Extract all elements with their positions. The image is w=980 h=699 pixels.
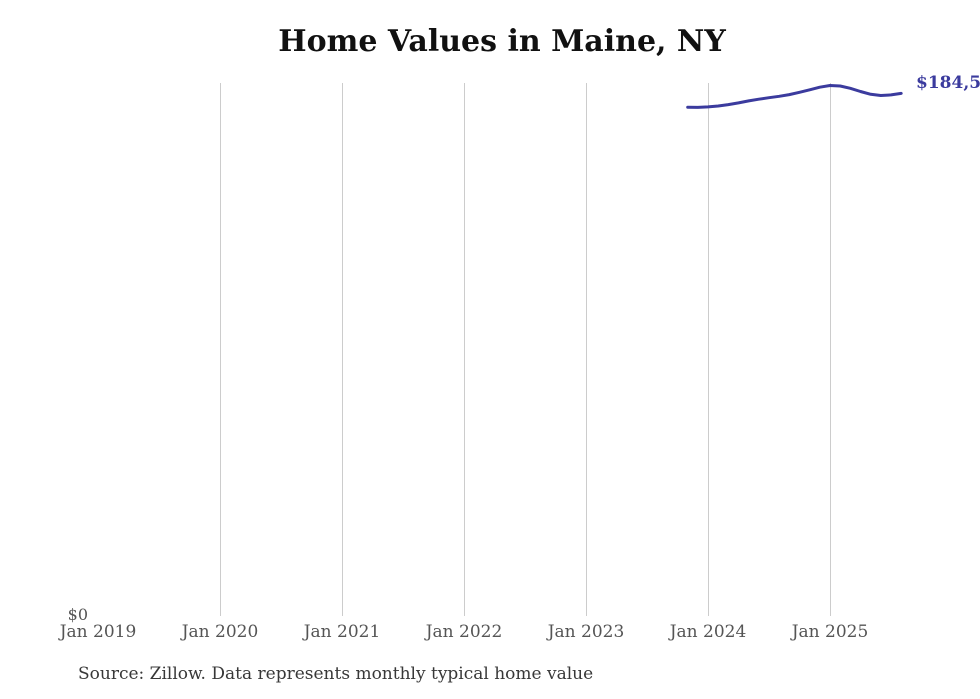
source-note: Source: Zillow. Data represents monthly … (78, 664, 594, 684)
gridlines (220, 83, 831, 616)
x-tick-label: Jan 2023 (547, 622, 625, 642)
y-axis-zero-label: $0 (67, 605, 88, 624)
x-tick-label: Jan 2019 (59, 622, 137, 642)
x-tick-label: Jan 2021 (303, 622, 381, 642)
x-tick-label: Jan 2025 (791, 622, 869, 642)
x-tick-label: Jan 2020 (181, 622, 259, 642)
x-tick-label: Jan 2022 (425, 622, 503, 642)
chart-title: Home Values in Maine, NY (278, 24, 726, 59)
end-value-label: $184,522 (916, 73, 980, 93)
home-value-line (686, 84, 903, 109)
x-tick-label: Jan 2024 (669, 622, 747, 642)
